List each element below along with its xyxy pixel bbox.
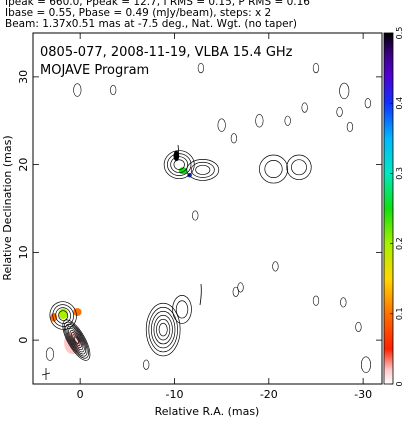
colorbar-tick-label: 0.3 [395,167,404,180]
colorbar [383,32,394,385]
noise-contour [355,321,362,333]
y-axis-title: Relative Declination (mas) [1,135,14,280]
intensity-contour [49,301,77,330]
intensity-contour [73,336,80,344]
intensity-contour [186,159,220,181]
intensity-contour [52,304,74,327]
header-line-1: Ipeak = 660.0, Ppeak = 12.7, I RMS = 0.1… [5,0,310,8]
intensity-contour [175,300,189,319]
intensity-contour [264,160,283,179]
x-axis-title: Relative R.A. (mas) [155,405,260,418]
noise-contour [301,102,308,113]
intensity-contour [63,321,89,359]
noise-contour [230,133,238,144]
intensity-contour [195,164,211,175]
y-tick-label: 0 [17,337,30,344]
x-tick-label: -10 [166,388,184,401]
noise-contour [232,286,239,297]
intensity-contour [72,334,81,346]
y-tick-label: 30 [17,70,30,84]
colorbar-tick-label: 0.2 [395,237,404,250]
intensity-contour [58,310,69,321]
intensity-contour [66,325,87,355]
contour-layer [49,150,312,361]
header-line-3: Beam: 1.37x0.51 mas at -7.5 deg., Nat. W… [5,18,298,30]
plot-area [33,33,382,384]
intensity-contour [65,323,88,357]
noise-contour [143,359,150,370]
intensity-contour [170,156,189,173]
axis-ticks: 0 -10 -20 -30 0 10 20 30 [17,33,382,401]
plot-frame [32,32,383,385]
noise-contour [360,356,371,373]
colorbar-tick-label: 0.5 [395,27,404,40]
colorbar-tick-label: 0.4 [395,97,404,110]
noise-contour-layer [21,63,371,373]
intensity-contour [172,295,192,324]
intensity-contour [68,327,85,353]
intensity-contour [156,318,171,341]
intensity-contour [158,322,168,337]
noise-contour [45,347,55,361]
noise-contour [340,297,347,308]
colorbar-ticks: 0 0.1 0.2 0.3 0.4 0.5 [390,27,404,387]
intensity-contour [148,306,178,353]
intensity-contour [55,307,72,324]
noise-contour [110,84,117,96]
noise-contour [312,295,320,306]
noise-contour [284,115,291,126]
intensity-contour [173,159,185,170]
intensity-contour [286,154,312,180]
intensity-contour [259,154,289,184]
intensity-contour [291,159,307,176]
noise-contour [312,63,320,74]
jet-feature [177,144,202,306]
header-line-2: Ibase = 0.55, Pbase = 0.49 (mJy/beam), s… [5,7,272,19]
polarization-patch [73,308,82,316]
noise-contour [339,82,350,100]
noise-contour [336,106,343,118]
colorbar-tick-label: 0.1 [395,307,404,320]
noise-contour [197,63,205,74]
x-tick-label: 0 [77,388,84,401]
noise-contour [237,282,244,293]
intensity-contour [153,314,173,345]
beam-cross [41,368,51,380]
noise-contour [346,121,354,132]
noise-contour [21,234,27,243]
x-tick-label: -20 [260,388,278,401]
intensity-contour [145,302,181,357]
noise-contour [73,83,82,97]
intensity-contour [167,153,192,176]
noise-contour [217,118,226,132]
intensity-contour [70,332,82,349]
noise-contour [272,261,279,272]
intensity-contour [69,330,84,351]
colorbar-tick-label: 0 [395,381,404,386]
noise-contour [255,114,264,128]
intensity-contour [150,310,176,349]
x-tick-label: -30 [354,388,372,401]
y-tick-label: 20 [17,158,30,172]
noise-contour [364,98,371,109]
chart-subtitle: MOJAVE Program [40,63,149,78]
chart-title: 0805-077, 2008-11-19, VLBA 15.4 GHz [40,45,293,60]
intensity-contour [190,161,215,178]
polarization-patch [58,308,68,320]
noise-contour [192,210,199,221]
y-tick-label: 10 [17,245,30,259]
